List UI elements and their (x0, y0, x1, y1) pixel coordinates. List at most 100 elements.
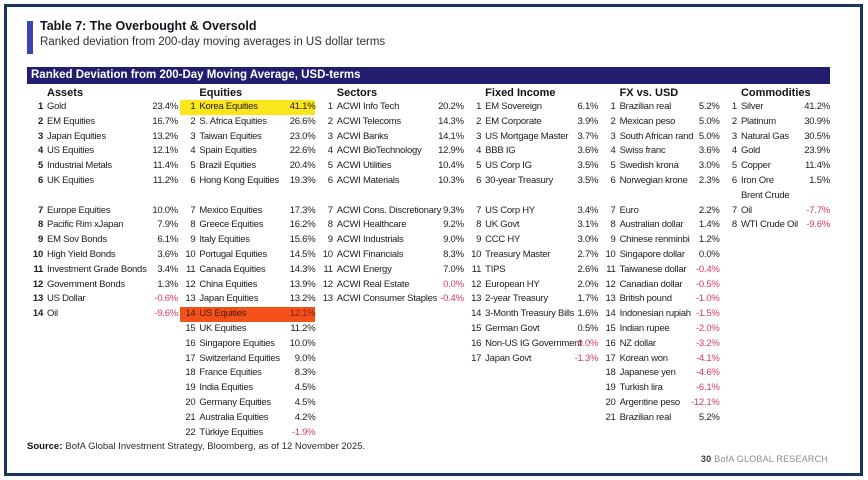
row-rank: 19 (185, 382, 196, 394)
row-value: -1.9% (291, 426, 316, 438)
row-name: Canadian dollar (619, 278, 683, 290)
row-value: 14.5% (289, 248, 316, 260)
row-name: Norwegian krone (619, 174, 688, 186)
spacer-row (28, 189, 178, 204)
row-name: ACWI Real Estate (336, 278, 410, 290)
row-name: Germany Equities (199, 396, 271, 408)
table-row: 13 US Dollar -0.6% (28, 292, 178, 307)
table-row: 7 ACWI Cons. Discretionary 9.3% (318, 204, 464, 219)
row-name: Brazilian real (619, 411, 672, 423)
row-name: Taiwanese dollar (619, 263, 687, 275)
row-value: 10.0% (152, 204, 178, 216)
row-rank: 7 (190, 204, 196, 216)
table-row: 14 Indonesian rupiah -1.5% (601, 307, 720, 322)
row-rank: 13 (32, 293, 43, 305)
row-rank: 11 (33, 263, 43, 275)
row-rank: 2 (476, 115, 482, 127)
table-row: 4 US Equities 12.1% (28, 144, 178, 159)
table-row: 13 Japan Equities 13.2% (180, 292, 315, 307)
spacer-row (180, 189, 315, 204)
row-name: Australia Equities (199, 411, 269, 423)
row-name: Canada Equities (199, 263, 266, 275)
table-row: 22 Türkiye Equities -1.9% (180, 426, 315, 441)
row-name: German Govt (485, 322, 540, 334)
row-name: South African rand (619, 130, 694, 142)
row-rank: 5 (610, 160, 616, 172)
table-row: 15 Indian rupee -2.0% (601, 322, 719, 337)
row-name: US Mortgage Master (485, 130, 569, 142)
row-rank: 10 (471, 248, 482, 260)
row-rank: 9 (610, 234, 616, 246)
row-rank: 2 (37, 115, 43, 127)
table-row: 6 Norwegian krone 2.3% (601, 174, 720, 189)
spacer-row: Brent Crude (722, 189, 830, 204)
row-name: ACWI Info Tech (336, 101, 400, 112)
table-row: 15 UK Equities 11.2% (180, 322, 315, 337)
row-rank: 18 (605, 367, 616, 379)
spacer-row (601, 189, 720, 204)
table-row: 9 EM Sov Bonds 6.1% (28, 233, 178, 248)
table-row: 2 Platinum 30.9% (722, 115, 830, 130)
table-banner: Ranked Deviation from 200-Day Moving Ave… (27, 67, 830, 84)
row-value: 5.0% (698, 115, 720, 127)
row-value: -1.0% (695, 293, 720, 305)
row-rank: 19 (605, 382, 616, 394)
row-value: 4.5% (294, 396, 316, 408)
row-rank: 6 (610, 174, 616, 186)
row-name: Euro (619, 204, 639, 216)
row-name: Korea Equities (199, 101, 258, 112)
row-rank: 7 (610, 204, 616, 216)
row-rank: 13 (605, 293, 616, 305)
row-rank: 17 (185, 352, 196, 364)
row-rank: 5 (476, 160, 482, 172)
row-value: 3.0% (577, 234, 599, 246)
row-rank: 14 (32, 308, 43, 320)
row-rank: 11 (471, 263, 482, 275)
accent-bar (27, 21, 33, 54)
row-rank: 11 (323, 263, 333, 275)
row-value: 13.2% (152, 130, 178, 142)
table-row: 12 European HY 2.0% (466, 278, 598, 293)
column-fixed-income: Fixed Income 1 EM Sovereign 6.1% 2 EM Corpora… (466, 86, 598, 440)
table-row: 10 ACWI Financials 8.3% (318, 248, 464, 263)
row-name: EM Sovereign (485, 101, 542, 112)
row-rank: 4 (190, 145, 196, 157)
row-rank: 8 (731, 219, 737, 231)
row-name: UK Equities (47, 174, 94, 186)
row-rank: 8 (37, 219, 43, 231)
row-rank: 20 (605, 396, 616, 408)
row-rank: 14 (471, 308, 482, 320)
row-value: 2.6% (577, 263, 599, 275)
row-name: Brazil Equities (199, 160, 256, 172)
row-value: -1.5% (695, 308, 720, 320)
row-value: 9.2% (443, 219, 464, 231)
row-name: European HY (485, 278, 540, 290)
row-rank: 6 (476, 174, 482, 186)
row-name: Japan Equities (199, 293, 259, 305)
row-value: 7.9% (157, 219, 178, 231)
row-rank: 4 (327, 145, 333, 157)
row-rank: 12 (322, 278, 333, 290)
row-value: 3.1% (577, 219, 599, 231)
row-value: 1.5% (809, 174, 830, 186)
row-value: -9.6% (806, 219, 830, 231)
row-name: EM Corporate (485, 115, 542, 127)
row-rank: 7 (327, 204, 333, 216)
row-value: 0.0% (698, 248, 720, 260)
table-row: 11 Canada Equities 14.3% (180, 263, 316, 278)
row-value: 3.6% (698, 145, 720, 157)
row-name: EM Equities (47, 115, 95, 127)
row-name: Portugal Equities (199, 248, 267, 260)
table-row: 12 ACWI Real Estate 0.0% (318, 278, 464, 293)
row-name: ACWI BioTechnology (336, 145, 422, 157)
source-label: Source: (27, 441, 63, 452)
row-name: Natural Gas (740, 130, 789, 142)
table-row: 12 Canadian dollar -0.5% (601, 278, 719, 293)
row-name: India Equities (199, 382, 253, 394)
row-name: Türkiye Equities (199, 426, 263, 438)
row-value: 10.4% (438, 160, 464, 172)
row-value: 9.0% (294, 352, 316, 364)
table-row: 9 ACWI Industrials 9.0% (318, 233, 464, 248)
table-subtitle: Ranked deviation from 200-day moving ave… (40, 36, 386, 48)
table-row: 18 France Equities 8.3% (180, 366, 315, 381)
